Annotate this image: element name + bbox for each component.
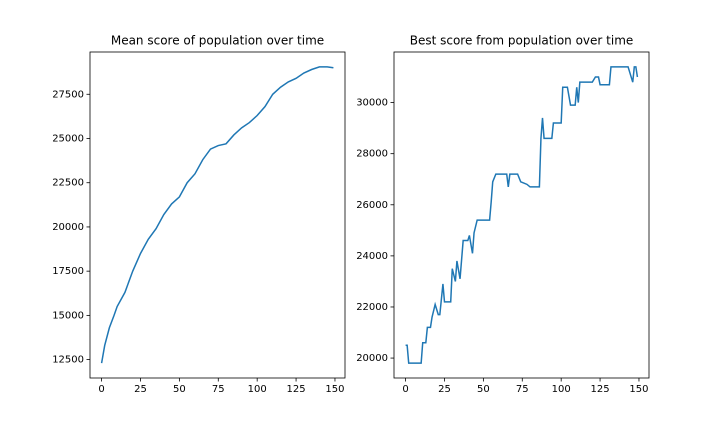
x-tick-label: 50 bbox=[477, 384, 490, 395]
y-tick-label: 22000 bbox=[356, 302, 388, 313]
x-tick-label: 0 bbox=[402, 384, 408, 395]
x-tick-label: 125 bbox=[591, 384, 610, 395]
y-tick-label: 20000 bbox=[52, 222, 84, 233]
chart-title: Best score from population over time bbox=[410, 34, 634, 48]
y-tick-label: 27500 bbox=[52, 89, 84, 100]
axes-frame bbox=[89, 51, 346, 379]
x-tick-label: 125 bbox=[287, 384, 306, 395]
chart-title: Mean score of population over time bbox=[111, 34, 324, 48]
data-line bbox=[100, 66, 334, 364]
y-tick-label: 17500 bbox=[52, 266, 84, 277]
y-tick-label: 15000 bbox=[52, 310, 84, 321]
x-tick-label: 100 bbox=[552, 384, 571, 395]
x-tick-label: 0 bbox=[98, 384, 104, 395]
x-tick-label: 75 bbox=[516, 384, 529, 395]
y-tick-label: 12500 bbox=[52, 355, 84, 366]
data-line bbox=[405, 66, 639, 364]
x-tick-label: 50 bbox=[173, 384, 186, 395]
y-tick-label: 25000 bbox=[52, 133, 84, 144]
x-tick-label: 150 bbox=[325, 384, 344, 395]
x-tick-label: 25 bbox=[438, 384, 451, 395]
y-tick-label: 22500 bbox=[52, 178, 84, 189]
x-tick-label: 25 bbox=[134, 384, 147, 395]
y-tick-label: 28000 bbox=[356, 149, 388, 160]
y-tick-label: 30000 bbox=[356, 98, 388, 109]
x-tick-label: 75 bbox=[212, 384, 225, 395]
y-tick-label: 24000 bbox=[356, 251, 388, 262]
x-tick-label: 150 bbox=[629, 384, 648, 395]
axes-frame bbox=[393, 51, 650, 379]
y-tick-label: 26000 bbox=[356, 200, 388, 211]
x-tick-label: 100 bbox=[248, 384, 267, 395]
y-tick-label: 20000 bbox=[356, 353, 388, 364]
